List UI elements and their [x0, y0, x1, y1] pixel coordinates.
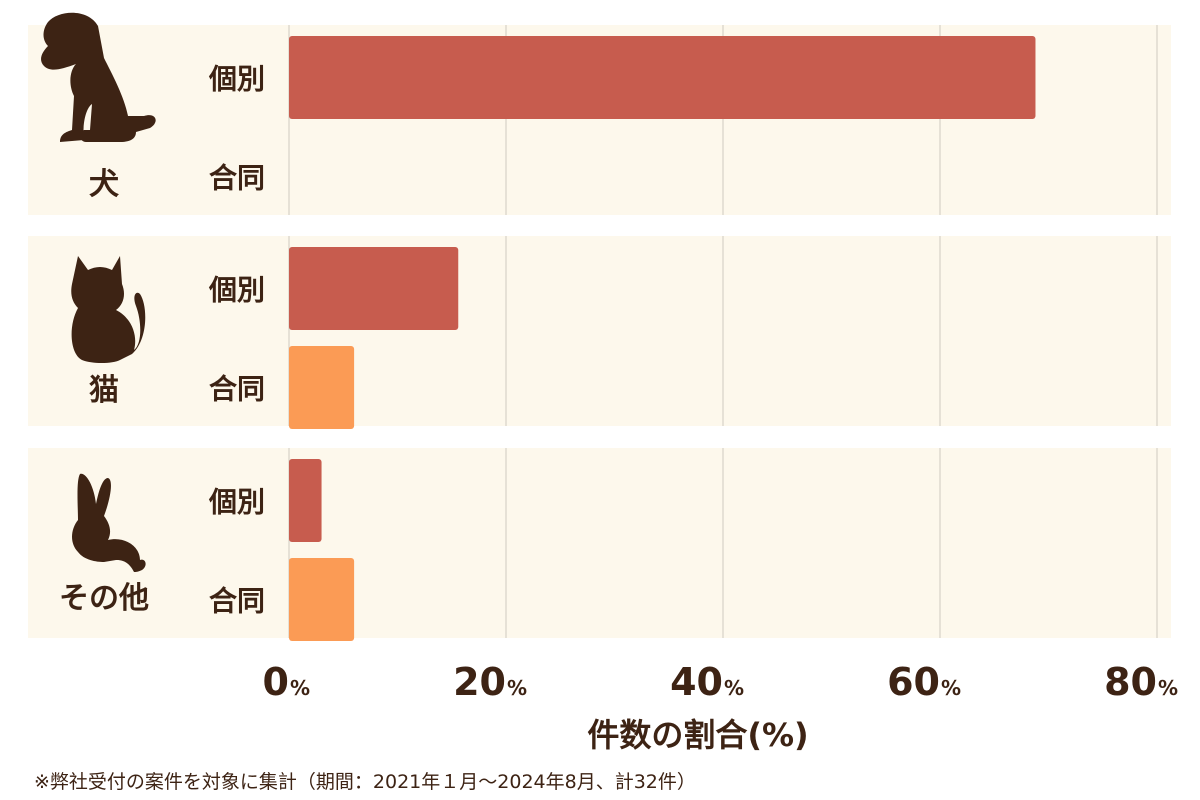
- group-label-0: 犬: [89, 167, 119, 202]
- category-label-0-1: 合同: [209, 162, 265, 195]
- tick-label-80: 80: [1104, 660, 1157, 704]
- bar-2-1: [289, 558, 355, 641]
- category-label-1-1: 合同: [209, 373, 265, 406]
- tick-label-40: 40: [670, 660, 723, 704]
- category-label-2-1: 合同: [209, 585, 265, 618]
- category-label-2-0: 個別: [208, 486, 265, 519]
- group-panel-1: [28, 236, 1171, 426]
- bar-1-0: [289, 247, 459, 330]
- x-axis-ticks: 0% 20% 40% 60% 80%: [263, 660, 1179, 704]
- cat-icon: [71, 256, 146, 363]
- tick-label-60: 60: [887, 660, 940, 704]
- rabbit-icon: [72, 473, 146, 572]
- icons: [41, 12, 156, 572]
- bar-0-0: [289, 36, 1036, 119]
- bars: [289, 36, 1036, 641]
- category-label-0-0: 個別: [208, 63, 265, 96]
- bar-2-0: [289, 459, 322, 542]
- bar-1-1: [289, 346, 355, 429]
- tick-unit-80: %: [1158, 676, 1178, 700]
- category-label-1-0: 個別: [208, 274, 265, 307]
- tick-label-0: 0: [263, 660, 289, 704]
- group-label-1: 猫: [89, 373, 119, 408]
- x-axis-title: 件数の割合(%): [587, 716, 808, 754]
- tick-label-20: 20: [453, 660, 506, 704]
- group-label-2: その他: [59, 581, 149, 616]
- tick-unit-40: %: [724, 676, 744, 700]
- tick-unit-60: %: [941, 676, 961, 700]
- dog-icon: [41, 12, 156, 142]
- tick-unit-0: %: [290, 676, 310, 700]
- footnote: ※弊社受付の案件を対象に集計（期間：2021年１月〜2024年8月、計32件）: [34, 771, 696, 793]
- group-panel-2: [28, 448, 1171, 638]
- tick-unit-20: %: [507, 676, 527, 700]
